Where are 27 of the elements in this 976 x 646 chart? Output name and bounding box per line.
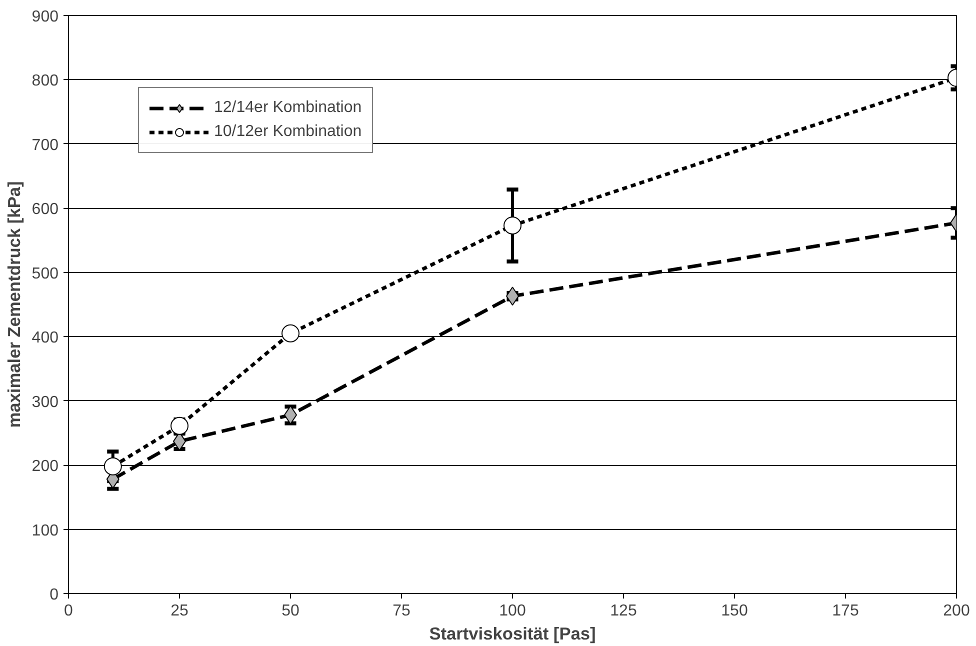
legend-label: 12/14er Kombination	[214, 99, 362, 117]
y-tick-label: 300	[32, 394, 59, 411]
y-tick-label: 900	[32, 8, 59, 26]
y-tick-label: 600	[32, 201, 59, 218]
x-tick-label: 100	[499, 602, 526, 620]
x-tick-label: 50	[282, 602, 300, 620]
y-tick-label: 800	[32, 72, 59, 90]
y-tick-label: 500	[32, 265, 59, 282]
point	[170, 416, 188, 435]
x-tick-label: 150	[721, 602, 748, 620]
point	[104, 457, 122, 476]
x-tick-label: 0	[64, 602, 74, 620]
x-tick-label: 175	[832, 602, 859, 620]
x-tick-label: 200	[943, 602, 970, 620]
y-tick-label: 0	[50, 586, 59, 604]
x-axis-title: Startviskosität [Pas]	[429, 624, 596, 644]
x-tick-label: 25	[170, 602, 188, 620]
point	[504, 216, 522, 234]
x-tick-label: 125	[610, 602, 637, 620]
x-tick-label: 75	[392, 602, 410, 620]
y-tick-label: 100	[32, 522, 59, 540]
y-tick-label: 400	[32, 330, 59, 347]
legend-label: 10/12er Kombination	[214, 123, 362, 141]
point	[282, 324, 300, 342]
y-axis-title: maximaler Zementdruck [kPa]	[4, 181, 24, 428]
y-tick-label: 200	[32, 458, 59, 476]
y-tick-label: 700	[32, 136, 59, 154]
